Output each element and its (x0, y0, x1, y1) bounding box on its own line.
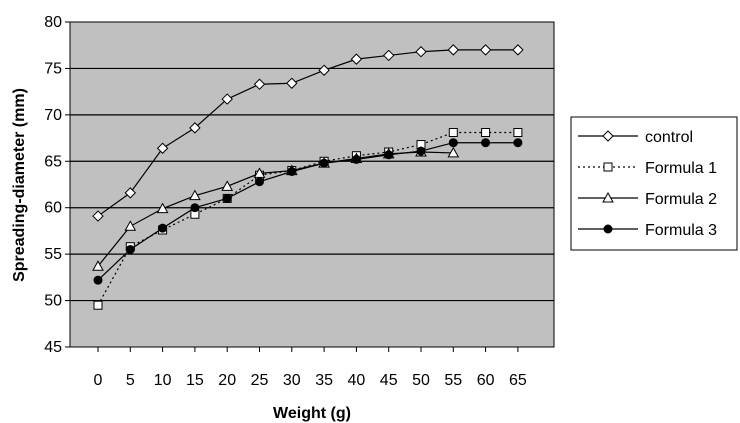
series-control (92, 44, 524, 222)
y-tick-labels: 45 50 55 60 65 70 75 80 (44, 14, 62, 356)
plot-area (69, 21, 555, 348)
data-point (513, 128, 523, 137)
x-tick-label: 65 (509, 372, 527, 389)
data-point (513, 138, 523, 148)
data-point (415, 46, 427, 58)
axes (65, 21, 519, 352)
data-point (351, 154, 361, 164)
x-tick-label: 0 (94, 372, 103, 389)
data-point (382, 49, 395, 62)
data-point (93, 300, 103, 310)
data-point (287, 167, 297, 176)
data-point (447, 146, 460, 158)
series-formula-3 (93, 138, 523, 285)
data-point (190, 203, 200, 213)
data-point (319, 158, 329, 168)
y-tick-label: 45 (44, 339, 62, 356)
data-point (222, 193, 232, 203)
data-point (255, 177, 264, 187)
data-point (481, 138, 491, 148)
y-tick-label: 70 (44, 107, 62, 124)
data-point (93, 275, 103, 285)
data-point (92, 260, 104, 271)
x-tick-label: 20 (218, 372, 236, 389)
y-tick-label: 55 (44, 246, 62, 263)
data-point (124, 220, 137, 231)
x-tick-label: 60 (477, 372, 495, 389)
legend-entry: Formula 3 (578, 222, 717, 239)
x-tick-label: 25 (251, 372, 269, 389)
data-point (221, 180, 234, 191)
legend-entry: Formula 1 (578, 160, 717, 177)
data-point (156, 142, 169, 154)
y-axis-title: Spreading-diameter (mm) (11, 88, 28, 282)
x-tick-label: 35 (315, 372, 333, 389)
x-axis-title: Weight (g) (273, 405, 351, 422)
x-tick-label: 40 (348, 372, 366, 389)
data-point (318, 64, 330, 76)
data-point (447, 44, 460, 56)
series-line (97, 151, 454, 267)
data-point (286, 77, 298, 89)
data-point (125, 245, 135, 254)
legend-label: Formula 3 (645, 222, 717, 239)
legend-label: Formula 1 (645, 160, 717, 177)
x-tick-label: 15 (186, 372, 204, 389)
y-tick-label: 65 (44, 153, 62, 170)
series-line (97, 142, 518, 281)
gridlines (70, 67, 554, 302)
legend-marker (602, 191, 614, 203)
data-point (221, 93, 233, 105)
data-point (124, 187, 137, 199)
y-tick-label: 75 (44, 60, 62, 77)
x-tick-labels: 0 5 10 15 20 25 30 35 40 45 50 55 60 65 (94, 372, 527, 389)
data-point (158, 223, 168, 233)
legend-label: control (645, 129, 693, 146)
data-point (481, 128, 491, 137)
data-point (189, 122, 201, 134)
legend-marker (603, 162, 613, 172)
legend-marker (602, 130, 614, 142)
series-layer (92, 44, 524, 310)
data-point (479, 44, 492, 56)
data-point (384, 150, 394, 160)
legend-marker (603, 224, 613, 234)
data-point (253, 78, 266, 90)
legend-label: Formula 2 (645, 191, 717, 208)
x-tick-label: 5 (126, 372, 135, 389)
legend: control Formula 1 Formula 2 Formula 3 (570, 116, 738, 251)
data-point (512, 44, 524, 56)
data-point (350, 53, 363, 65)
x-tick-label: 50 (412, 372, 430, 389)
y-tick-label: 50 (44, 293, 62, 310)
data-point (156, 202, 169, 214)
y-tick-label: 60 (44, 200, 62, 217)
legend-entry: control (578, 129, 693, 146)
data-point (416, 146, 426, 156)
data-point (448, 128, 458, 137)
x-tick-label: 45 (380, 372, 398, 389)
x-tick-label: 10 (154, 372, 172, 389)
x-tick-label: 30 (283, 372, 301, 389)
legend-entry: Formula 2 (578, 191, 717, 208)
data-point (448, 138, 458, 148)
legend-box (570, 116, 738, 251)
y-tick-label: 80 (44, 14, 62, 31)
x-tick-label: 55 (444, 372, 462, 389)
data-point (189, 189, 201, 201)
data-point (92, 210, 104, 222)
